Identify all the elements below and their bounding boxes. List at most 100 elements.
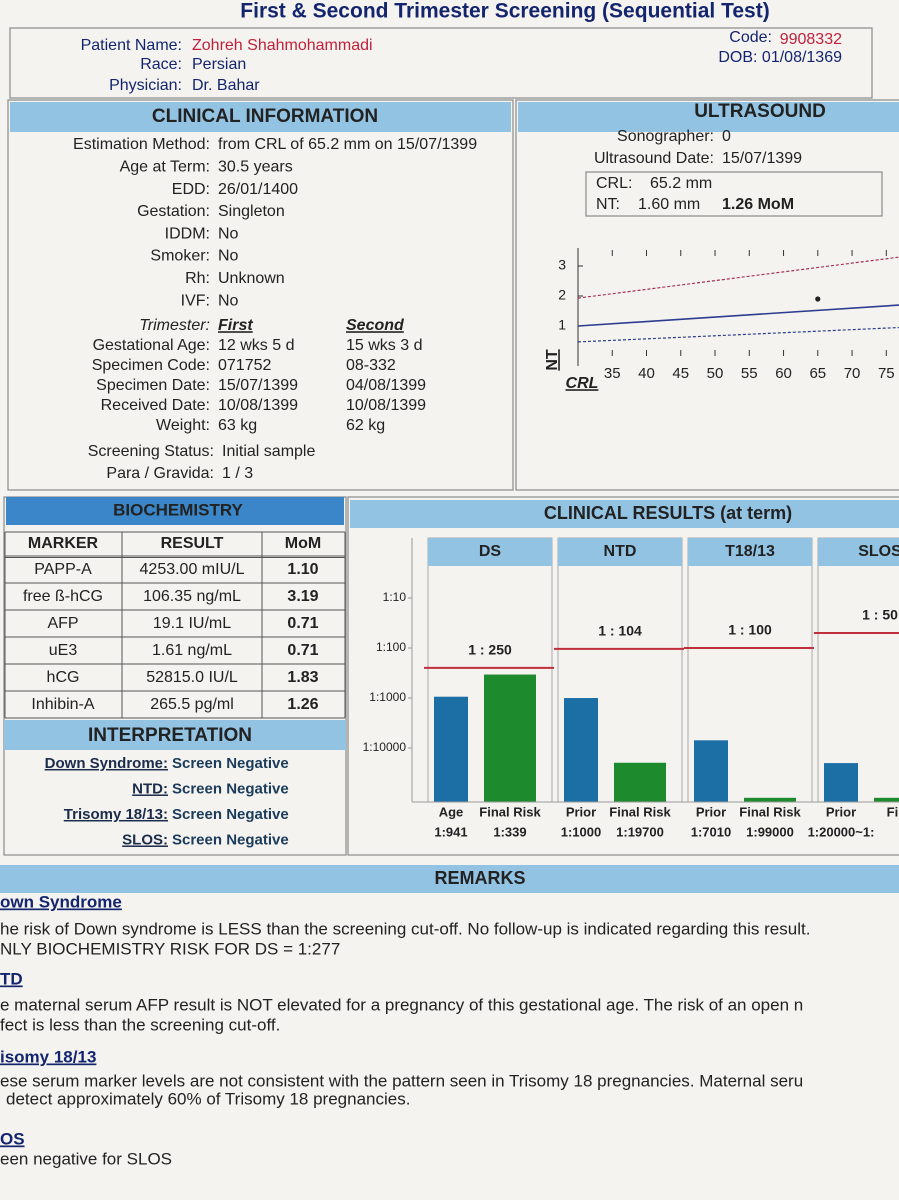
y-tick-label: 1:1000 <box>369 690 406 704</box>
marker-name: uE3 <box>49 642 78 659</box>
bar-name: Final Risk <box>479 804 541 819</box>
cell: 0.71 <box>287 642 318 659</box>
section-title: CLINICAL RESULTS (at term) <box>544 503 792 523</box>
x-tick-label: 65 <box>809 365 826 382</box>
risk-bar <box>874 797 899 802</box>
field-value: 08-332 <box>346 357 396 374</box>
risk-label: 1:941 <box>434 824 467 839</box>
panel-band <box>688 538 812 566</box>
cell: 1.10 <box>287 561 318 578</box>
marker-name: PAPP-A <box>34 561 92 578</box>
cell: 265.5 pg/ml <box>150 696 234 713</box>
x-tick-label: 40 <box>638 365 655 382</box>
field-label: Gestational Age: <box>93 337 210 354</box>
remark-line: he risk of Down syndrome is LESS than th… <box>0 919 810 938</box>
field-label: Para / Gravida: <box>106 465 214 482</box>
field-value: 071752 <box>218 357 271 374</box>
field-label: Screening Status: <box>88 443 214 460</box>
field-label: Specimen Code: <box>92 357 210 374</box>
field-label: NT: <box>596 196 620 213</box>
field-value: 1.26 MoM <box>722 196 794 213</box>
risk-bar <box>694 740 728 802</box>
field-value: 15 wks 3 d <box>346 337 422 354</box>
nt-point <box>815 296 821 302</box>
section-title: REMARKS <box>434 868 525 888</box>
y-tick-label: 2 <box>558 287 566 303</box>
field-value: 15/07/1399 <box>218 377 298 394</box>
column-head: MARKER <box>28 535 99 552</box>
field-label: Estimation Method: <box>73 136 210 153</box>
field-label: Sonographer: <box>617 128 714 145</box>
marker-name: hCG <box>47 669 80 686</box>
field-value: No <box>218 225 239 242</box>
patient-name: Zohreh Shahmohammadi <box>192 37 373 54</box>
patient-code: 9908332 <box>780 31 842 48</box>
risk-label: 1:99000 <box>746 824 794 839</box>
cell: 106.35 ng/mL <box>143 588 241 605</box>
cell: 52815.0 IU/L <box>146 669 238 686</box>
x-tick-label: 60 <box>775 365 792 382</box>
risk-bar <box>824 763 858 802</box>
field-value: 62 kg <box>346 417 385 434</box>
panel-band <box>558 538 682 566</box>
risk-label: 1:1000 <box>561 824 601 839</box>
panel-title: NTD <box>604 543 637 560</box>
measure-box <box>585 171 883 217</box>
field-label: Weight: <box>156 417 210 434</box>
report-title: First & Second Trimester Screening (Sequ… <box>240 0 769 23</box>
column-head: MoM <box>285 535 321 552</box>
field-value: 10/08/1399 <box>346 397 426 414</box>
remark-line: een negative for SLOS <box>0 1149 172 1168</box>
remark-line: e maternal serum AFP result is NOT eleva… <box>0 995 803 1014</box>
cell: 19.1 IU/mL <box>153 615 231 632</box>
column-head: First <box>218 317 253 334</box>
y-tick-label: 1 <box>558 317 566 333</box>
table-grid <box>4 531 346 719</box>
bar-name: Final Risk <box>609 804 671 819</box>
interp-label: Down Syndrome: <box>45 755 168 772</box>
y-tick-label: 1:10 <box>383 590 407 604</box>
field-label: Code: <box>729 29 772 46</box>
risk-bar <box>744 797 796 802</box>
interp-band <box>4 720 346 750</box>
field-label: Rh: <box>185 270 210 287</box>
field-label: Trimester: <box>139 317 210 334</box>
field-value: 65.2 mm <box>650 175 712 192</box>
field-value: 1 / 3 <box>222 465 253 482</box>
interp-value: Screen Negative <box>172 780 289 797</box>
remark-line: fect is less than the screening cut-off. <box>0 1015 280 1034</box>
marker-name: Inhibin-A <box>31 696 94 713</box>
x-tick-label: 70 <box>844 365 861 382</box>
x-tick-label: 75 <box>878 365 895 382</box>
panel-title: SLOS <box>858 543 899 560</box>
remark-heading: TD <box>0 969 23 988</box>
field-label: IVF: <box>181 292 210 309</box>
field-value: 30.5 years <box>218 159 293 176</box>
cutoff-label: 1 : 50 <box>862 607 898 623</box>
results-band <box>350 500 899 528</box>
cell: 3.19 <box>287 588 318 605</box>
column-head: Second <box>346 317 405 334</box>
field-value: from CRL of 65.2 mm on 15/07/1399 <box>218 136 477 153</box>
cutoff-label: 1 : 104 <box>598 623 642 639</box>
bar-name: Fina <box>887 804 899 819</box>
field-label: Received Date: <box>101 397 210 414</box>
remark-line: ese serum marker levels are not consiste… <box>0 1071 803 1090</box>
field-value: No <box>218 248 239 265</box>
y-tick-label: 3 <box>558 257 566 273</box>
risk-label: 1:339 <box>493 824 526 839</box>
cutoff-label: 1 : 250 <box>468 642 512 658</box>
patient-dob: DOB: 01/08/1369 <box>718 49 842 66</box>
field-label: Race: <box>140 56 182 73</box>
section-title: ULTRASOUND <box>694 101 826 122</box>
cell: 4253.00 mIU/L <box>140 561 245 578</box>
y-tick-label: 1:100 <box>376 640 406 654</box>
interp-label: NTD: <box>132 780 168 797</box>
marker-name: AFP <box>47 615 78 632</box>
panel-title: T18/13 <box>725 543 775 560</box>
nt-curve <box>577 326 899 343</box>
remark-line: detect approximately 60% of Trisomy 18 p… <box>6 1089 410 1108</box>
remark-line: NLY BIOCHEMISTRY RISK FOR DS = 1:277 <box>0 939 340 958</box>
